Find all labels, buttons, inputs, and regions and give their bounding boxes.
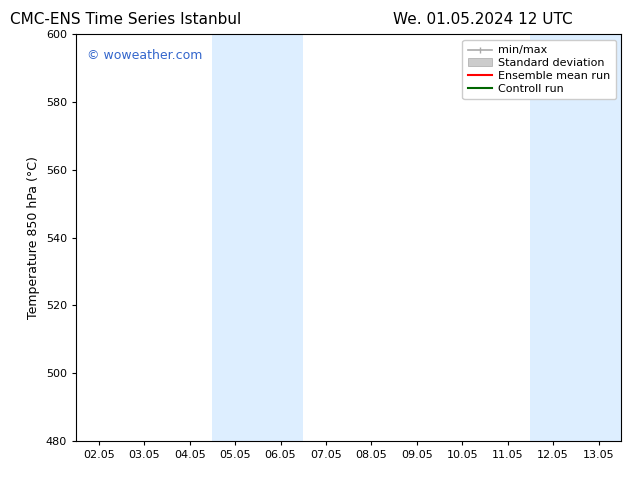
Bar bbox=[531, 34, 621, 441]
Legend: min/max, Standard deviation, Ensemble mean run, Controll run: min/max, Standard deviation, Ensemble me… bbox=[462, 40, 616, 99]
Text: © woweather.com: © woweather.com bbox=[87, 49, 202, 62]
Text: We. 01.05.2024 12 UTC: We. 01.05.2024 12 UTC bbox=[393, 12, 573, 27]
Text: CMC-ENS Time Series Istanbul: CMC-ENS Time Series Istanbul bbox=[10, 12, 241, 27]
Bar bbox=[212, 34, 303, 441]
Y-axis label: Temperature 850 hPa (°C): Temperature 850 hPa (°C) bbox=[27, 156, 40, 319]
